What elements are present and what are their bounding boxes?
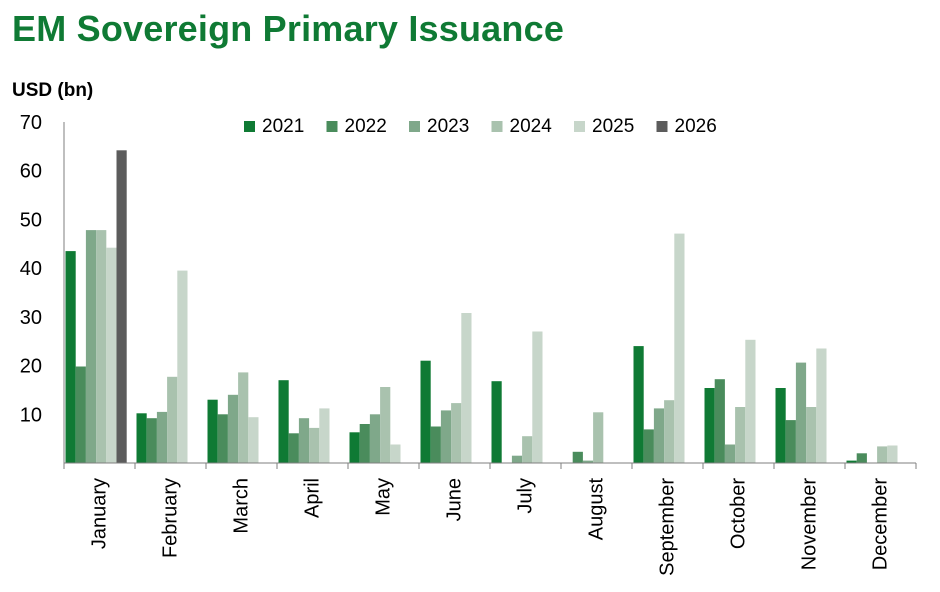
bar: [380, 387, 391, 463]
bar: [227, 394, 239, 463]
bar: [664, 400, 675, 463]
bar: [359, 424, 370, 463]
y-tick-label: 30: [20, 307, 42, 329]
bar: [167, 376, 178, 463]
bar: [745, 339, 756, 463]
bar: [775, 388, 786, 463]
bar: [136, 413, 147, 463]
bar: [856, 453, 867, 463]
bar: [724, 444, 736, 463]
legend-swatch: [244, 121, 255, 132]
bar: [887, 445, 898, 463]
bar: [572, 451, 583, 463]
y-tick-label: 40: [20, 258, 42, 280]
bar: [288, 433, 299, 463]
x-tick-label: January: [89, 478, 111, 549]
bar: [795, 362, 807, 463]
bar: [238, 372, 249, 463]
bar: [96, 230, 107, 463]
legend-swatch: [574, 121, 585, 132]
bar: [278, 380, 289, 463]
bar: [461, 313, 472, 463]
x-tick-label: April: [302, 478, 324, 518]
bar: [369, 414, 381, 463]
bar: [522, 436, 533, 463]
legend-label: 2024: [510, 116, 553, 137]
legend-swatch: [326, 121, 338, 132]
bar: [451, 403, 462, 463]
chart-title: EM Sovereign Primary Issuance: [12, 8, 565, 49]
y-tick-label: 70: [20, 112, 42, 134]
bar: [248, 417, 259, 463]
bar: [785, 420, 796, 463]
y-axis-label: USD (bn): [12, 80, 93, 101]
x-tick-label: August: [586, 478, 608, 541]
bar: [319, 408, 330, 463]
bar: [207, 399, 218, 463]
bar: [420, 360, 431, 463]
x-tick-label: March: [231, 478, 253, 534]
x-tick-label: September: [657, 478, 679, 576]
legend-swatch: [409, 121, 420, 132]
bar: [390, 444, 401, 463]
bar: [714, 379, 725, 463]
bar: [633, 346, 644, 463]
y-axis-ticks: 10 20 30 40 50 60 70: [20, 112, 42, 426]
bar: [156, 411, 168, 463]
bar: [593, 412, 604, 463]
legend-label: 2025: [592, 116, 634, 137]
bar: [106, 247, 117, 463]
bar: [643, 429, 654, 463]
bar: [298, 418, 310, 463]
legend-swatch: [656, 121, 668, 132]
bar: [116, 150, 127, 464]
legend: 2021 2022 2023 2024 2025 2026: [244, 116, 717, 137]
bar: [65, 251, 76, 463]
x-tick-label: May: [373, 478, 395, 516]
bars: [65, 150, 898, 464]
bar: [146, 418, 157, 463]
bar: [704, 388, 715, 463]
bar: [177, 270, 188, 463]
y-tick-label: 50: [20, 209, 42, 231]
bar: [309, 427, 320, 463]
bar: [85, 230, 97, 463]
x-tick-label: December: [870, 478, 892, 571]
bar: [440, 410, 452, 463]
bar: [816, 348, 827, 463]
x-tick-label: November: [799, 478, 821, 571]
bar: [877, 446, 888, 463]
bar: [491, 381, 502, 463]
y-tick-label: 20: [20, 356, 42, 378]
x-tick-label: June: [444, 478, 466, 521]
legend-label: 2023: [427, 116, 469, 137]
bar: [430, 426, 441, 463]
bar: [217, 414, 228, 463]
x-tick-label: February: [160, 478, 182, 558]
bar: [582, 460, 594, 463]
bar: [511, 455, 523, 463]
bar: [806, 407, 817, 463]
y-tick-label: 60: [20, 161, 42, 183]
x-axis-ticks: January February March April May June July Augu…: [63, 463, 917, 576]
bar: [532, 331, 543, 463]
bar: [349, 432, 360, 463]
legend-swatch: [491, 121, 503, 132]
y-tick-label: 10: [20, 404, 42, 426]
bar: [846, 460, 857, 463]
legend-label: 2026: [675, 116, 717, 137]
x-tick-label: October: [728, 478, 750, 549]
bar: [735, 407, 746, 463]
x-tick-label: July: [515, 478, 537, 514]
bar: [674, 233, 685, 463]
bar: [75, 366, 86, 463]
legend-label: 2022: [345, 116, 387, 137]
bar: [653, 408, 665, 463]
axes: [63, 122, 916, 464]
legend-label: 2021: [262, 116, 304, 137]
